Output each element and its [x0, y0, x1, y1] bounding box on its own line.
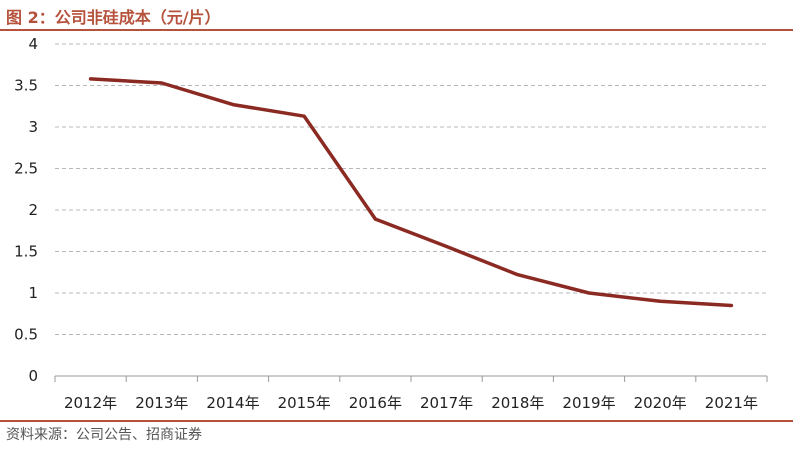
- y-tick-label-2: 1: [28, 284, 38, 302]
- x-tick-label-0: 2012年: [64, 394, 117, 412]
- series-line-0: [88, 77, 734, 308]
- series-group: [88, 77, 734, 308]
- data-point-4: [373, 217, 377, 221]
- x-tick-label-2: 2014年: [206, 394, 259, 412]
- source-rule: [0, 420, 793, 422]
- y-tick-label-5: 2.5: [14, 160, 38, 178]
- x-tick-label-6: 2018年: [491, 394, 544, 412]
- y-tick-label-7: 3.5: [14, 77, 38, 95]
- data-point-6: [516, 273, 520, 277]
- data-point-9: [729, 303, 733, 307]
- data-point-3: [302, 114, 306, 118]
- x-tick-label-1: 2013年: [135, 394, 188, 412]
- y-tick-label-3: 1.5: [14, 243, 38, 261]
- y-tick-label-4: 2: [28, 201, 38, 219]
- data-point-0: [89, 77, 93, 81]
- y-tick-label-0: 0: [28, 367, 38, 385]
- x-tick-label-9: 2021年: [705, 394, 758, 412]
- x-tick-label-3: 2015年: [278, 394, 331, 412]
- x-tick-label-4: 2016年: [349, 394, 402, 412]
- y-tick-label-6: 3: [28, 118, 38, 136]
- data-point-7: [587, 291, 591, 295]
- data-point-1: [160, 81, 164, 85]
- data-point-5: [445, 245, 449, 249]
- y-tick-label-8: 4: [28, 35, 38, 53]
- x-axis-ticks: 2012年 2013年 2014年 2015年 2016年 2017年 2018年 2019年…: [54, 376, 768, 412]
- x-tick-label-7: 2019年: [562, 394, 615, 412]
- data-point-8: [658, 299, 662, 303]
- gridlines: [55, 43, 767, 335]
- figure-title: 图 2：公司非硅成本（元/片）: [6, 8, 221, 27]
- title-rule: [0, 29, 793, 31]
- source-note: 资料来源：公司公告、招商证券: [6, 427, 202, 443]
- x-tick-label-8: 2020年: [634, 394, 687, 412]
- y-tick-label-1: 0.5: [14, 326, 38, 344]
- y-axis-ticks: 0 0.5 1 1.5 2 2.5 3 3.5 4: [14, 35, 38, 385]
- x-tick-label-5: 2017年: [420, 394, 473, 412]
- data-point-2: [231, 103, 235, 107]
